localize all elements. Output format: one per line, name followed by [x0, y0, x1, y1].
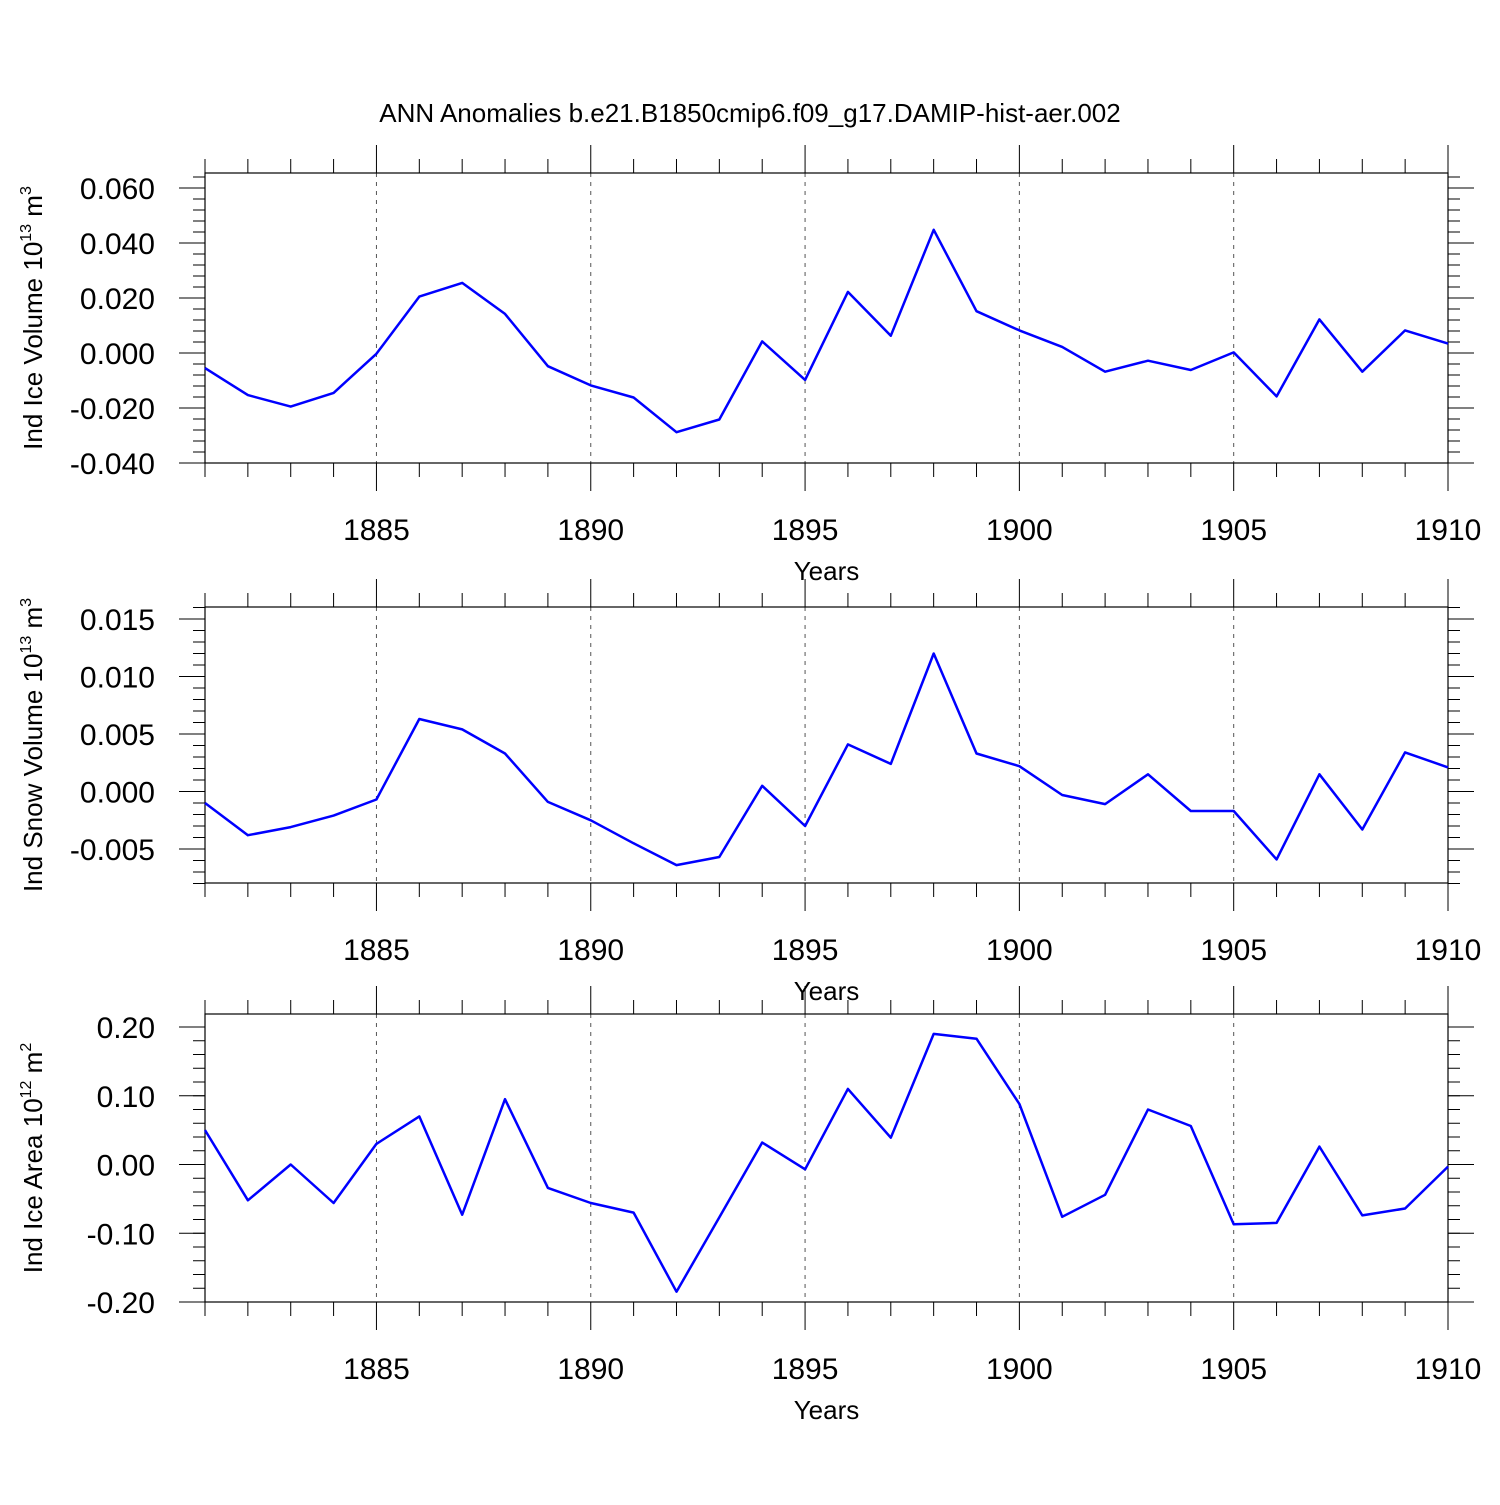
- y-tick-label-0.005: 0.005: [80, 719, 155, 752]
- y-tick-label-0.000: 0.000: [80, 777, 155, 810]
- x-tick-label-1890: 1890: [557, 514, 624, 547]
- x-tick-label-1910: 1910: [1415, 934, 1482, 967]
- y-tick-label-0.060: 0.060: [80, 173, 155, 206]
- x-tick-label-1900: 1900: [986, 514, 1053, 547]
- y-axis-label: Ind Snow Volume 1013 m3: [18, 598, 48, 892]
- plot-frame: [204, 1013, 1449, 1303]
- x-tick-label-1885: 1885: [343, 934, 410, 967]
- x-axis-label: Years: [794, 1395, 860, 1425]
- y-tick-label-0.20: 0.20: [97, 1012, 155, 1045]
- x-tick-label-1905: 1905: [1200, 514, 1267, 547]
- x-tick-label-1890: 1890: [557, 934, 624, 967]
- y-tick-label--0.020: -0.020: [70, 393, 155, 426]
- plot-frame: [204, 606, 1449, 884]
- x-tick-label-1895: 1895: [772, 934, 839, 967]
- plot-frame: [204, 172, 1449, 464]
- panel-2: -0.005 0.000 0.005 0.010 0.015 1885 1890 1895 19…: [18, 579, 1481, 1006]
- x-tick-label-1900: 1900: [986, 934, 1053, 967]
- x-axis-label: Years: [794, 976, 860, 1006]
- y-tick-label--0.20: -0.20: [87, 1287, 155, 1320]
- x-axis-label: Years: [794, 556, 860, 586]
- y-tick-label--0.040: -0.040: [70, 448, 155, 481]
- chart-title: ANN Anomalies b.e21.B1850cmip6.f09_g17.D…: [379, 98, 1121, 128]
- x-tick-label-1895: 1895: [772, 1353, 839, 1386]
- y-tick-label-0.020: 0.020: [80, 283, 155, 316]
- series-line: [204, 228, 1449, 434]
- x-tick-label-1905: 1905: [1200, 934, 1267, 967]
- panel-1: -0.040 -0.020 0.000 0.020 0.040 0.060 1885 1890…: [18, 145, 1481, 586]
- x-tick-label-1910: 1910: [1415, 514, 1482, 547]
- series-line: [204, 652, 1449, 867]
- y-tick-label-0.010: 0.010: [80, 662, 155, 695]
- x-tick-label-1900: 1900: [986, 1353, 1053, 1386]
- y-axis-label: Ind Ice Area 1012 m2: [18, 1043, 48, 1274]
- x-tick-label-1895: 1895: [772, 514, 839, 547]
- y-tick-label-0.040: 0.040: [80, 228, 155, 261]
- y-tick-label--0.005: -0.005: [70, 834, 155, 867]
- panel-3: -0.20 -0.10 0.00 0.10 0.20 1885 1890 1895 1900 19…: [18, 986, 1481, 1425]
- series-line: [203, 1032, 1449, 1293]
- y-tick-label-0.10: 0.10: [97, 1081, 155, 1114]
- x-tick-label-1885: 1885: [343, 514, 410, 547]
- y-axis-label: Ind Ice Volume 1013 m3: [18, 186, 48, 450]
- x-tick-label-1890: 1890: [557, 1353, 624, 1386]
- y-tick-label-0.000: 0.000: [80, 338, 155, 371]
- x-tick-label-1905: 1905: [1200, 1353, 1267, 1386]
- y-tick-label-0.015: 0.015: [80, 604, 155, 637]
- x-tick-label-1885: 1885: [343, 1353, 410, 1386]
- x-tick-label-1910: 1910: [1415, 1353, 1482, 1386]
- y-tick-label--0.10: -0.10: [87, 1218, 155, 1251]
- y-tick-label-0.00: 0.00: [97, 1150, 155, 1183]
